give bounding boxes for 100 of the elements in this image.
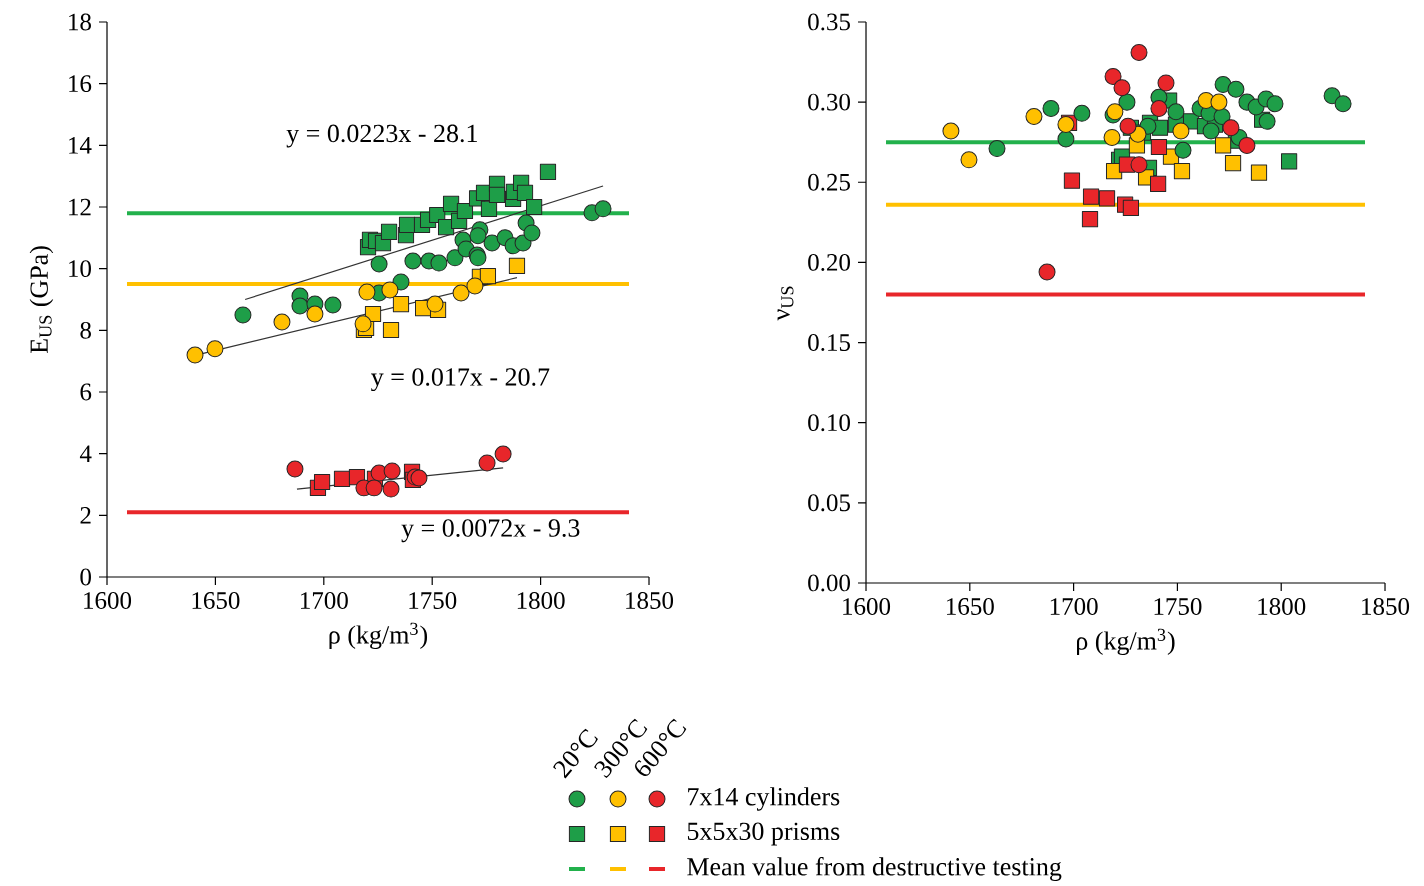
x-tick-label: 1800 [517, 592, 565, 609]
point [392, 273, 410, 291]
point [478, 454, 496, 472]
y-tick-label: 0.10 [808, 414, 850, 432]
x-tick-label: 1700 [301, 592, 348, 609]
point [1173, 162, 1191, 180]
x-tick-label: 1850 [626, 592, 674, 609]
point [430, 254, 448, 272]
point [273, 313, 291, 331]
x-tick-label: 1850 [1362, 598, 1410, 615]
point [313, 473, 331, 491]
y-tick-label: 18 [69, 13, 91, 31]
point [1202, 122, 1220, 140]
text: Mean value from destructive testing [687, 857, 1062, 881]
point [1174, 141, 1192, 159]
point [516, 184, 534, 201]
point [206, 340, 224, 358]
point [523, 224, 541, 242]
point [1214, 137, 1232, 154]
point [1224, 154, 1242, 172]
annotation: y = 0.0072x - 9.3 [401, 519, 580, 543]
point [469, 227, 487, 245]
x-tick-label: 1750 [1154, 598, 1202, 615]
x-tick-label: 1600 [843, 598, 891, 615]
point [354, 315, 372, 333]
point [370, 255, 388, 273]
point [1038, 263, 1056, 281]
point [426, 295, 444, 313]
x-tick-label: 1700 [1050, 598, 1098, 615]
x-axis-title: ρ (kg/m$^{3}$) [1077, 628, 1175, 656]
point [1082, 188, 1100, 205]
point [1266, 95, 1284, 113]
point [1113, 79, 1131, 97]
point [382, 321, 400, 339]
point [324, 296, 342, 314]
point [1118, 93, 1136, 111]
point [186, 346, 204, 364]
x-tick-label: 1650 [947, 598, 994, 615]
point [383, 462, 401, 480]
y-axis-title: ν$_{US}$ [777, 286, 794, 321]
y-tick-label: 0.00 [808, 574, 850, 592]
point [392, 296, 410, 313]
point [466, 277, 484, 295]
point [452, 284, 470, 302]
x-tick-label: 1650 [192, 592, 240, 609]
point [1081, 211, 1099, 228]
point [365, 479, 383, 497]
annotation: y = 0.0223x - 28.1 [286, 124, 477, 148]
point [306, 305, 324, 323]
point [1167, 103, 1185, 121]
point [539, 163, 557, 180]
point [1172, 122, 1190, 140]
point [446, 249, 464, 267]
point [1250, 164, 1268, 181]
point [526, 198, 543, 216]
point [442, 195, 460, 212]
y-tick-label: 14 [69, 137, 92, 154]
point [1098, 190, 1116, 207]
x-tick-label: 1800 [1258, 598, 1306, 615]
point [1323, 87, 1341, 105]
point [1130, 43, 1148, 61]
point [1222, 119, 1240, 137]
y-tick-label: 0.35 [808, 13, 850, 31]
point [234, 306, 252, 324]
y-tick-label: 8 [80, 321, 91, 339]
point [494, 445, 512, 463]
point [286, 460, 304, 478]
y-tick-label: 12 [69, 198, 91, 216]
point [1157, 74, 1175, 92]
point [410, 469, 428, 487]
point [380, 223, 398, 241]
point [1210, 93, 1228, 111]
text: 5x5x30 prisms [687, 822, 840, 846]
y-tick-label: 16 [69, 75, 92, 93]
point [381, 281, 399, 299]
point [1334, 95, 1352, 113]
point [483, 234, 501, 252]
y-tick-label: 4 [79, 445, 92, 462]
point [333, 470, 351, 488]
y-tick-label: 0.25 [808, 173, 850, 191]
point [988, 140, 1006, 158]
y-axis-title: E$_{US}$ (GPa) [29, 246, 54, 354]
point [1025, 108, 1043, 126]
point [1238, 136, 1256, 154]
point [1057, 130, 1075, 148]
y-tick-label: 0.15 [808, 334, 850, 352]
y-tick-label: 0.30 [808, 93, 850, 111]
point [508, 257, 526, 274]
point [291, 297, 309, 315]
y-tick-label: 6 [80, 383, 92, 401]
point [1104, 67, 1122, 85]
point [404, 252, 422, 270]
y-tick-label: 10 [69, 260, 91, 278]
point [960, 151, 978, 169]
point [942, 122, 960, 140]
y-tick-label: 0.20 [808, 253, 850, 271]
point [456, 202, 474, 220]
point [1042, 100, 1060, 118]
point [398, 216, 416, 233]
annotation: y = 0.017x - 20.7 [371, 368, 550, 392]
